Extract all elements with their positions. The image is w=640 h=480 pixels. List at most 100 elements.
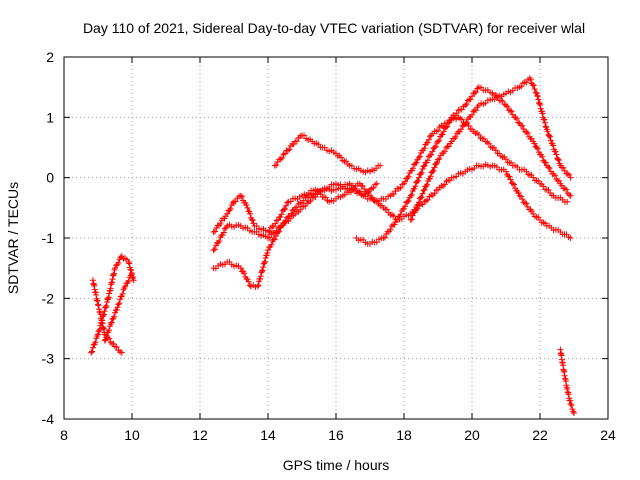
data-point <box>272 220 279 227</box>
data-point <box>435 138 441 145</box>
y-tick-label: -3 <box>42 351 55 367</box>
data-point <box>260 264 267 271</box>
data-point <box>255 282 262 289</box>
data-point <box>431 164 438 171</box>
data-point <box>280 151 287 158</box>
data-point <box>244 204 251 211</box>
data-point <box>415 154 422 161</box>
data-point <box>418 169 425 176</box>
data-point <box>117 254 124 261</box>
data-point <box>264 249 271 256</box>
grid-lines <box>64 57 608 419</box>
data-point <box>423 183 430 190</box>
data-point <box>88 349 95 356</box>
series-track-d <box>210 180 380 235</box>
data-points <box>88 75 577 416</box>
data-point <box>265 228 271 235</box>
data-point <box>531 85 538 92</box>
data-point <box>279 154 286 161</box>
data-point <box>424 181 431 188</box>
data-point <box>237 192 244 199</box>
data-point <box>284 214 291 221</box>
data-point <box>265 247 271 254</box>
data-point <box>555 157 562 164</box>
data-point <box>443 144 450 151</box>
data-point <box>247 210 254 217</box>
data-point <box>101 337 108 344</box>
data-point <box>217 220 224 227</box>
x-tick-label: 14 <box>260 427 276 443</box>
series-track-c <box>101 271 135 344</box>
data-point <box>431 144 438 151</box>
data-point <box>237 265 244 272</box>
data-point <box>288 210 295 217</box>
data-point <box>524 130 531 137</box>
data-point <box>110 340 117 347</box>
data-point <box>408 216 415 223</box>
data-point <box>421 162 428 169</box>
data-point <box>569 406 576 413</box>
data-point <box>407 192 414 199</box>
data-point <box>567 235 574 241</box>
data-point <box>432 143 439 150</box>
data-point <box>92 339 99 346</box>
data-point <box>213 225 220 232</box>
data-point <box>442 124 449 131</box>
data-point <box>118 349 125 356</box>
data-point <box>297 206 304 213</box>
data-point <box>433 160 440 167</box>
data-point <box>512 114 519 121</box>
data-point <box>418 193 425 200</box>
data-point <box>518 83 525 90</box>
data-point <box>428 151 435 158</box>
data-point <box>397 211 404 218</box>
data-point <box>272 233 279 240</box>
data-point <box>534 92 541 99</box>
data-point <box>441 148 448 155</box>
x-tick-label: 8 <box>60 427 68 443</box>
data-point <box>561 167 568 174</box>
data-point <box>473 107 480 114</box>
data-point <box>531 140 538 147</box>
data-point <box>539 110 546 117</box>
data-point <box>266 234 273 241</box>
data-point <box>537 101 544 108</box>
y-tick-label: -4 <box>42 411 55 427</box>
data-point <box>412 207 419 214</box>
y-tick-label: -1 <box>42 230 55 246</box>
data-point <box>381 234 388 241</box>
data-point <box>435 156 441 163</box>
data-point <box>519 122 526 129</box>
x-tick-label: 18 <box>396 427 412 443</box>
data-point <box>241 270 248 277</box>
data-point <box>370 184 377 191</box>
data-point <box>424 157 431 164</box>
data-point <box>534 145 541 152</box>
x-tick-label: 16 <box>328 427 344 443</box>
data-point <box>552 148 559 155</box>
data-point <box>435 127 441 134</box>
data-point <box>571 409 577 416</box>
data-point <box>504 103 511 110</box>
data-point <box>541 116 548 123</box>
data-point <box>273 217 280 224</box>
y-tick-label: 1 <box>46 109 54 125</box>
data-point <box>545 164 552 171</box>
data-point <box>224 210 231 217</box>
data-point <box>427 173 434 180</box>
data-point <box>364 188 371 195</box>
x-tick-label: 20 <box>464 427 480 443</box>
data-point <box>503 168 509 175</box>
x-axis-label: GPS time / hours <box>283 457 390 473</box>
y-tick-label: 0 <box>46 170 54 186</box>
data-point <box>467 96 474 103</box>
data-point <box>232 198 239 205</box>
data-point <box>507 176 514 183</box>
data-point <box>210 228 217 235</box>
data-point <box>417 170 424 177</box>
data-point <box>547 133 553 140</box>
data-point <box>103 302 110 309</box>
data-point <box>415 201 422 208</box>
data-point <box>266 228 273 235</box>
